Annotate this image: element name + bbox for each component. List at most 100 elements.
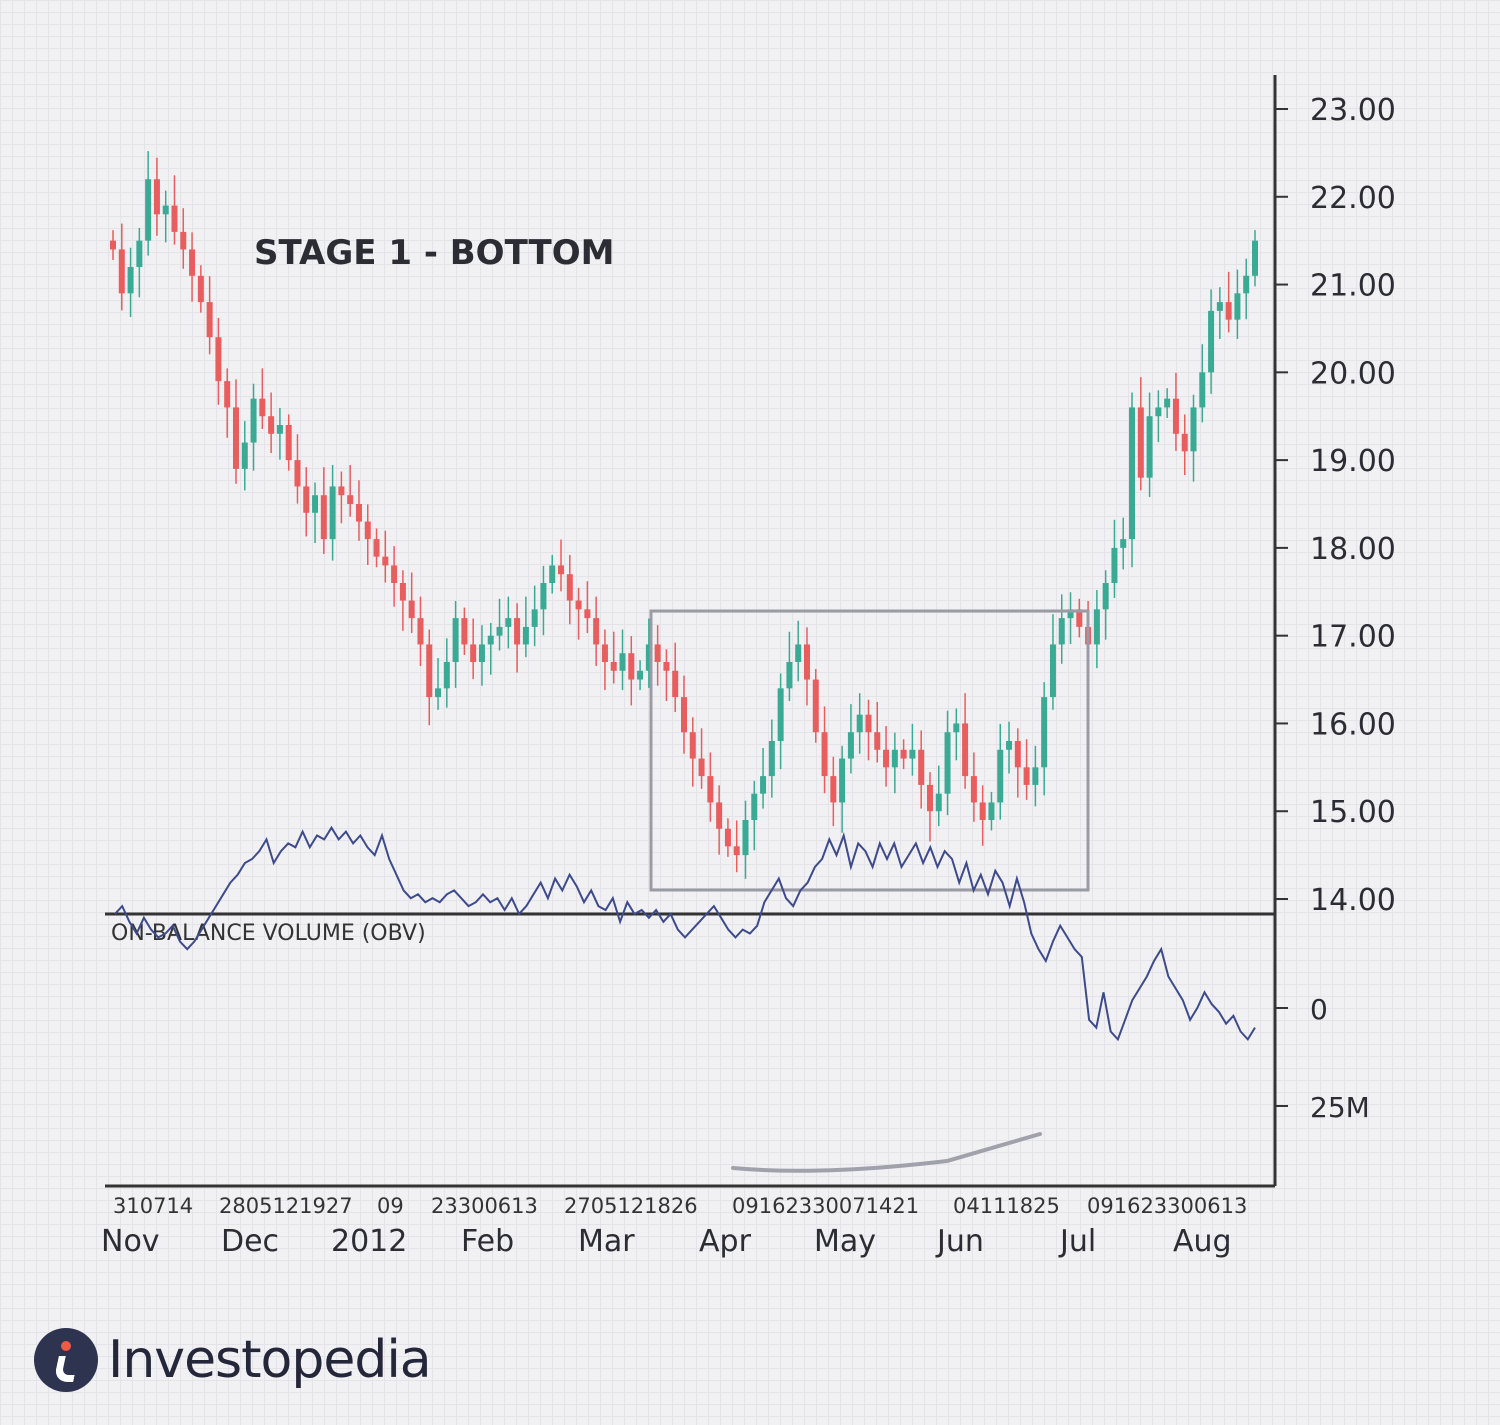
candle-body [1243,275,1250,294]
candle-body [1032,767,1039,785]
candle-body [136,240,143,267]
candle-body [303,486,310,513]
candle-body [408,600,415,619]
candle-body [153,179,160,215]
candle-body [1234,293,1241,320]
month-label: Feb [461,1224,514,1259]
candle-body [118,249,125,294]
candle-body [110,240,116,250]
candle-body [637,670,644,680]
price-tick-label: 21.00 [1310,269,1396,304]
candle-body [1120,539,1127,548]
candle-body [514,618,521,645]
investopedia-logo-icon [34,1328,98,1392]
candle-body [1093,609,1100,645]
candle-body [760,776,767,794]
candle-body [373,539,380,557]
candle-body [250,398,257,443]
candle-body [803,644,810,680]
candle-body [540,583,547,610]
candle-body [1023,767,1030,785]
candle-body [918,749,925,785]
price-tick-label: 14.00 [1310,883,1396,918]
candle-body [716,802,723,829]
candle-body [338,486,345,496]
bottom-range-box [649,609,1090,892]
candle-body [777,688,784,741]
candle-body [891,749,898,768]
candle-body [478,644,485,662]
price-tick-label: 22.00 [1310,181,1396,216]
candle-body [628,653,635,680]
x-axis-month-labels: Nov Dec 2012 Feb Mar Apr May Jun Jul Aug [101,1224,1232,1259]
candle-body [681,697,687,733]
candle-body [830,776,837,803]
month-label: Aug [1173,1224,1232,1259]
obv-label: ON-BALANCE VOLUME (OBV) [111,921,426,946]
candle-body [742,820,749,856]
candle-body [162,205,169,215]
candle-body [320,495,327,540]
candle-body [1014,741,1021,768]
candle-body [452,618,459,662]
candle-body [329,486,336,540]
candle-body [988,802,995,820]
candle-body [268,416,275,434]
candle-body [558,565,565,575]
month-label: Mar [578,1224,635,1259]
investopedia-logo: Investopedia [34,1328,432,1392]
candle-body [847,732,854,759]
candle-body [909,749,916,759]
candle-body [435,688,442,698]
candle-body [944,732,951,794]
candle-body [417,618,424,645]
candle-body [970,776,977,803]
candle-body [926,784,933,812]
candle-body [206,302,213,338]
candle-body [812,679,819,733]
candle-body [461,618,468,645]
candle-body [505,618,512,627]
candle-body [145,179,152,241]
brand-name: Investopedia [108,1330,432,1390]
price-tick-label: 20.00 [1310,356,1396,391]
candle-body [698,758,705,777]
day-label: 23300613 [431,1194,538,1218]
obv-trendline [731,1132,1042,1173]
candle-body [1067,609,1074,619]
candle-body [1102,583,1109,610]
candle-body [883,749,890,768]
candle-body [443,662,450,689]
candle-body [593,618,600,645]
obv-axis: 0 25M [1275,993,1370,1124]
month-label: May [814,1224,876,1259]
candle-body [391,565,398,583]
price-tick-label: 18.00 [1310,532,1396,567]
candle-body [224,381,231,408]
candle-body [839,758,846,803]
candle-body [1041,697,1048,768]
candle-body [1058,618,1065,645]
candle-body [707,776,714,803]
candle-body [232,407,239,469]
candle-body [768,741,775,777]
candle-body [566,574,573,601]
candle-body [127,267,134,294]
month-label: Apr [699,1224,752,1259]
candle-body [1190,407,1197,452]
candle-body [584,609,591,619]
candle-body [900,749,907,759]
month-label: Dec [221,1224,279,1259]
candle-body [962,723,969,777]
candle-body [1199,372,1206,408]
price-tick-label: 17.00 [1310,620,1396,655]
candle-body [654,644,661,662]
candle-body [1049,644,1056,698]
candle-body [1216,302,1223,311]
x-axis-day-labels: 310714 2805121927 09 23300613 2705121826… [113,1194,1247,1218]
candle-body [1137,407,1144,478]
candle-body [874,732,881,750]
candle-body [795,644,802,662]
candle-body [426,644,433,698]
